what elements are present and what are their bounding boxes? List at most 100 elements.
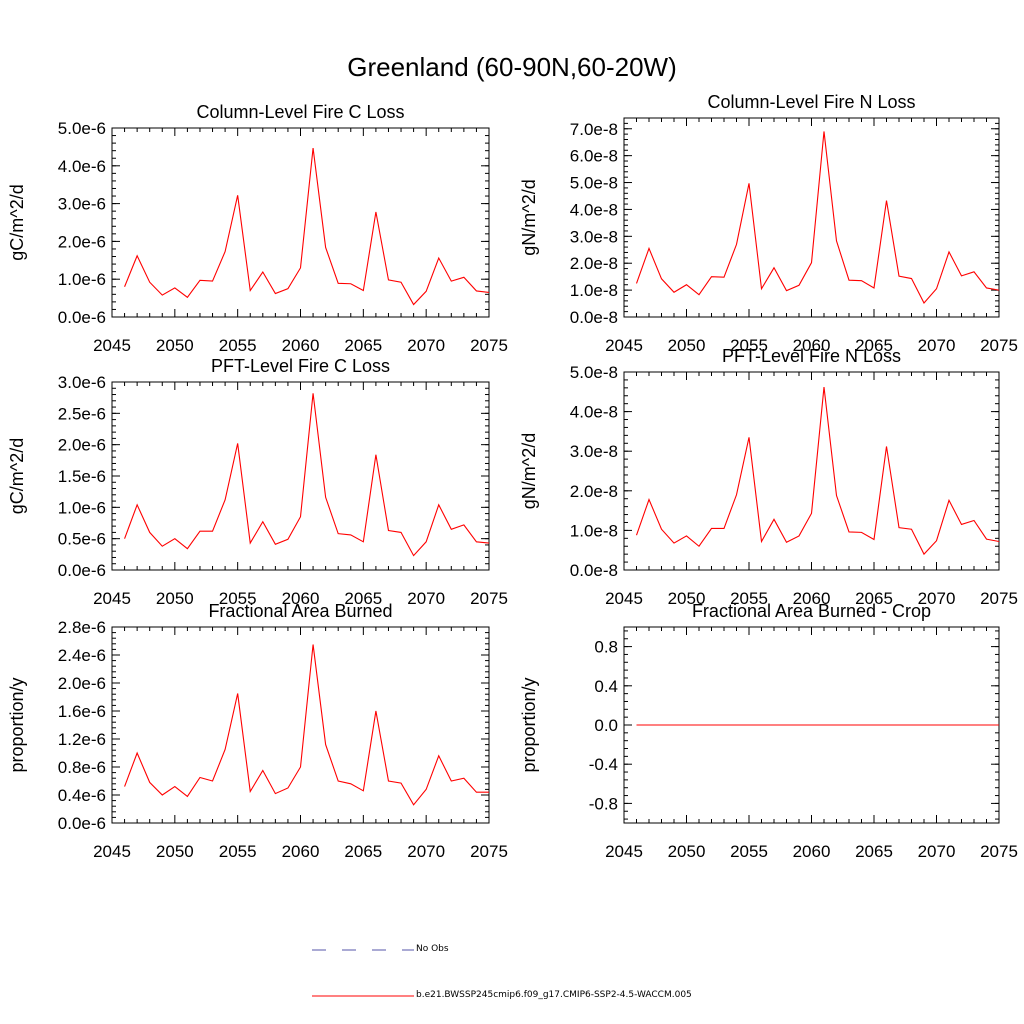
panel-1-xtick-label: 2065 [344,336,382,355]
panel-3-ylabel: gC/m^2/d [7,438,27,514]
panel-3-series-line [124,393,490,557]
panel-1-ytick-label: 3.0e-6 [58,195,106,214]
panel-5-xtick-label: 2055 [219,842,257,861]
panel-3-ytick-label: 2.0e-6 [58,436,106,455]
panel-1-xtick-label: 2045 [93,336,131,355]
panel-6-ytick-label: -0.8 [589,794,618,813]
panel-1-series-line [124,147,490,306]
panel-3: 2045 2050 2055 2060 2065 2070 2075 0.0e-6 0.5e-6… [7,356,508,608]
panel-2-xtick-label: 2055 [730,336,768,355]
panel-4-ytick-label: 3.0e-8 [570,442,618,461]
panel-5-ytick-label: 2.8e-6 [58,618,106,637]
panel-2-xtick-label: 2050 [668,336,706,355]
panel-2-ytick-label: 5.0e-8 [570,174,618,193]
panel-6-ytick-label: 0.8 [594,638,618,657]
panel-1-ytick-label: 2.0e-6 [58,232,106,251]
panel-5-xtick-label: 2070 [407,842,445,861]
panel-4-xtick-label: 2070 [918,589,956,608]
panel-2-ytick-label: 6.0e-8 [570,147,618,166]
panel-2-series-line [635,131,1000,304]
panel-2-ytick-label: 1.0e-8 [570,281,618,300]
panel-1-ytick-label: 0.0e-6 [58,308,106,327]
panel-6-ytick-label: 0.0 [594,716,618,735]
panel-3-xtick-label: 2070 [407,589,445,608]
panel-2-xtick-label: 2065 [855,336,893,355]
panel-3-ytick-label: 1.0e-6 [58,498,106,517]
panel-4-xtick-label: 2045 [605,589,643,608]
panel-2-title: Column-Level Fire N Loss [707,92,915,112]
panel-3-xtick-label: 2050 [156,589,194,608]
panel-6-title: Fractional Area Burned - Crop [692,601,931,621]
panel-4-series-line [635,386,1000,556]
panel-4-ytick-label: 4.0e-8 [570,403,618,422]
legend-label-model-run: b.e21.BWSSP245cmip6.f09_g17.CMIP6-SSP2-4… [416,990,692,1000]
panel-6-xtick-label: 2055 [730,842,768,861]
panel-3-xtick-label: 2065 [344,589,382,608]
panel-5-xtick-label: 2065 [344,842,382,861]
panel-2-xtick-label: 2045 [605,336,643,355]
panel-5-ytick-label: 0.4e-6 [58,786,106,805]
panel-1-xtick-label: 2050 [156,336,194,355]
panel-4-ytick-label: 0.0e-8 [570,561,618,580]
panel-1-ylabel: gC/m^2/d [7,184,27,260]
panel-5-ylabel: proportion/y [7,677,27,772]
panel-6-xtick-label: 2050 [668,842,706,861]
panel-2-xtick-label: 2070 [918,336,956,355]
panel-6-xtick-label: 2070 [918,842,956,861]
panel-5-xtick-label: 2060 [282,842,320,861]
panel-2-ytick-label: 0.0e-8 [570,308,618,327]
panel-4-ytick-label: 5.0e-8 [570,363,618,382]
panel-4: 2045 2050 2055 2060 2065 2070 2075 0.0e-8 1.0e-8… [519,346,1018,608]
panel-3-title: PFT-Level Fire C Loss [211,356,390,376]
panel-4-xtick-label: 2060 [793,589,831,608]
panel-5: 2045 2050 2055 2060 2065 2070 2075 0.0e-6 0.4e-6… [7,601,508,861]
panel-5-ytick-label: 2.4e-6 [58,646,106,665]
panel-4-xtick-label: 2050 [668,589,706,608]
panel-5-ytick-label: 1.6e-6 [58,702,106,721]
panel-5-xtick-label: 2075 [470,842,508,861]
panel-1-xtick-label: 2060 [282,336,320,355]
panel-1-ytick-label: 1.0e-6 [58,270,106,289]
panel-6-xtick-label: 2045 [605,842,643,861]
panel-4-title: PFT-Level Fire N Loss [722,346,901,366]
panel-1-ytick-label: 4.0e-6 [58,157,106,176]
panel-5-ytick-label: 0.0e-6 [58,814,106,833]
panel-2-ytick-label: 2.0e-8 [570,254,618,273]
legend-label-no-obs: No Obs [416,944,449,954]
panel-2: 2045 2050 2055 2060 2065 2070 2075 0.0e-8 1.0e-8… [519,92,1018,355]
panel-2-ylabel: gN/m^2/d [519,179,539,255]
panel-3-ytick-label: 3.0e-6 [58,373,106,392]
panel-6-ylabel: proportion/y [519,677,539,772]
panel-4-ytick-label: 1.0e-8 [570,521,618,540]
panel-3-ytick-label: 0.5e-6 [58,530,106,549]
panel-6-ytick-label: 0.4 [594,677,618,696]
panel-3-xtick-label: 2060 [282,589,320,608]
panel-4-ytick-label: 2.0e-8 [570,482,618,501]
panel-5-ytick-label: 1.2e-6 [58,730,106,749]
panel-4-xtick-label: 2055 [730,589,768,608]
panel-1: 2045 2050 2055 2060 2065 2070 2075 0.0e-6 1.0e-6… [7,102,508,355]
panel-1-ytick-label: 5.0e-6 [58,119,106,138]
panel-6: 2045 2050 2055 2060 2065 2070 2075 -0.8 -0.4 0.0 0… [519,601,1018,861]
panel-3-ytick-label: 2.5e-6 [58,404,106,423]
panel-5-xtick-label: 2045 [93,842,131,861]
panel-2-xtick-label: 2075 [980,336,1018,355]
panel-2-ytick-label: 7.0e-8 [570,120,618,139]
panel-6-xtick-label: 2075 [980,842,1018,861]
panel-3-xtick-label: 2075 [470,589,508,608]
panel-4-ylabel: gN/m^2/d [519,433,539,509]
panel-3-xtick-label: 2055 [219,589,257,608]
panel-6-xtick-label: 2060 [793,842,831,861]
panel-4-xtick-label: 2075 [980,589,1018,608]
panel-2-ytick-label: 4.0e-8 [570,200,618,219]
panel-5-xtick-label: 2050 [156,842,194,861]
panel-3-ytick-label: 1.5e-6 [58,467,106,486]
panel-1-xtick-label: 2070 [407,336,445,355]
panel-2-ytick-label: 3.0e-8 [570,227,618,246]
panel-3-ytick-label: 0.0e-6 [58,561,106,580]
panel-6-ytick-label: -0.4 [589,755,618,774]
panel-4-xtick-label: 2065 [855,589,893,608]
